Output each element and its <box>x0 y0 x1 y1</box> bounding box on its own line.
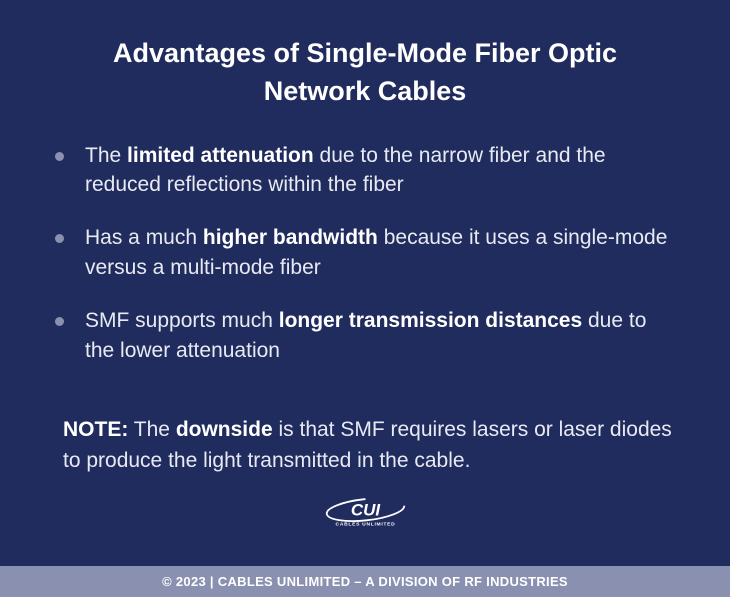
logo: CUI CABLES UNLIMITED <box>55 497 675 534</box>
logo-sub-text: CABLES UNLIMITED <box>335 521 395 527</box>
note-text: NOTE: The downside is that SMF requires … <box>55 414 675 477</box>
note-bold: downside <box>176 418 273 441</box>
list-item: The limited attenuation due to the narro… <box>55 141 675 200</box>
footer-bar: © 2023 | CABLES UNLIMITED – A DIVISION O… <box>0 566 730 597</box>
logo-main-text: CUI <box>350 500 381 519</box>
page-title: Advantages of Single-Mode Fiber Optic Ne… <box>55 35 675 111</box>
list-item-pre: The <box>85 144 127 167</box>
list-item-pre: Has a much <box>85 226 203 249</box>
list-item: SMF supports much longer transmission di… <box>55 306 675 365</box>
footer-text: © 2023 | CABLES UNLIMITED – A DIVISION O… <box>162 574 568 589</box>
bullet-list: The limited attenuation due to the narro… <box>55 141 675 389</box>
list-item-bold: higher bandwidth <box>203 226 378 249</box>
list-item: Has a much higher bandwidth because it u… <box>55 223 675 282</box>
list-item-pre: SMF supports much <box>85 309 279 332</box>
list-item-bold: limited attenuation <box>127 144 314 167</box>
note-pre: The <box>128 418 175 441</box>
main-content: Advantages of Single-Mode Fiber Optic Ne… <box>0 0 730 566</box>
note-label: NOTE: <box>63 418 128 441</box>
cui-logo-icon: CUI CABLES UNLIMITED <box>323 497 408 529</box>
list-item-bold: longer transmission distances <box>279 309 582 332</box>
